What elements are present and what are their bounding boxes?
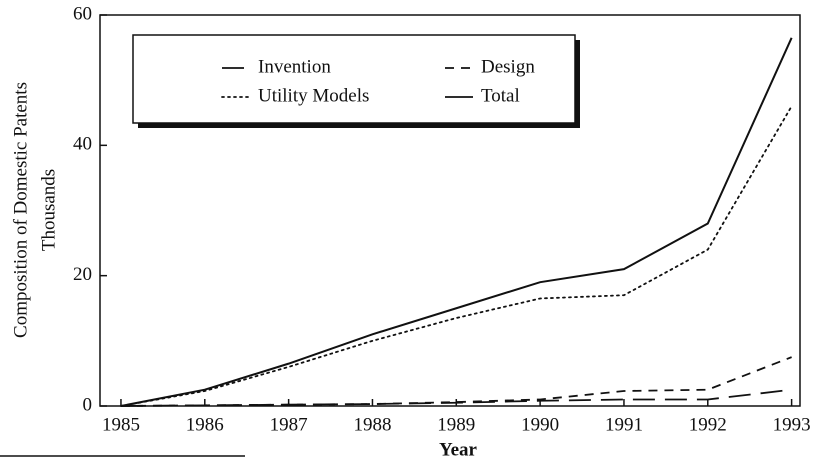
x-tick-label: 1986: [186, 414, 224, 435]
legend-label: Invention: [258, 56, 331, 77]
legend-label: Utility Models: [258, 85, 369, 106]
y-axis-label: Composition of Domestic Patents: [10, 82, 31, 338]
x-axis-label: Year: [439, 439, 478, 460]
plot-frame: [99, 14, 801, 407]
x-tick-label: 1993: [773, 414, 811, 435]
x-tick-label: 1985: [102, 414, 140, 435]
y-tick-label: 0: [83, 394, 93, 415]
x-tick-label: 1990: [521, 414, 559, 435]
x-tick-label: 1988: [353, 414, 391, 435]
y-tick-label: 60: [73, 3, 92, 24]
series-line: [120, 388, 792, 407]
legend-box: [132, 34, 576, 124]
y-tick-label: 40: [73, 134, 92, 155]
y-tick-label: 20: [73, 264, 92, 285]
legend: Invention Design Utility Models Total: [132, 34, 580, 128]
x-tick-label: 1989: [437, 414, 475, 435]
series-line: [120, 356, 792, 407]
legend-label: Total: [481, 85, 520, 106]
series-line: [120, 37, 793, 407]
y-axis-label: Thousands: [38, 169, 59, 251]
series-line: [120, 105, 793, 407]
x-tick-label: 1987: [270, 414, 308, 435]
x-tick-label: 1991: [605, 414, 643, 435]
x-tick-label: 1992: [689, 414, 727, 435]
legend-label: Design: [481, 56, 535, 77]
